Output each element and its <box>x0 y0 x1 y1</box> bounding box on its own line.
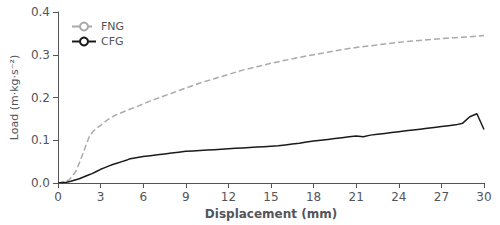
svg-text:0: 0 <box>54 190 62 204</box>
svg-text:24: 24 <box>391 190 406 204</box>
svg-text:0.1: 0.1 <box>31 133 50 147</box>
svg-text:FNG: FNG <box>101 20 124 33</box>
svg-text:18: 18 <box>306 190 321 204</box>
svg-text:0.3: 0.3 <box>31 48 50 62</box>
svg-text:Displacement (mm): Displacement (mm) <box>205 207 337 221</box>
svg-text:0.2: 0.2 <box>31 91 50 105</box>
svg-text:9: 9 <box>182 190 190 204</box>
svg-text:30: 30 <box>476 190 491 204</box>
svg-text:21: 21 <box>349 190 364 204</box>
svg-text:0.0: 0.0 <box>31 176 50 190</box>
svg-text:12: 12 <box>221 190 236 204</box>
svg-text:15: 15 <box>263 190 278 204</box>
svg-text:CFG: CFG <box>101 35 124 48</box>
svg-text:0.4: 0.4 <box>31 5 50 19</box>
svg-text:6: 6 <box>139 190 147 204</box>
svg-text:27: 27 <box>434 190 449 204</box>
svg-text:Load (m·kg·s⁻²): Load (m·kg·s⁻²) <box>8 55 21 140</box>
svg-text:3: 3 <box>97 190 105 204</box>
